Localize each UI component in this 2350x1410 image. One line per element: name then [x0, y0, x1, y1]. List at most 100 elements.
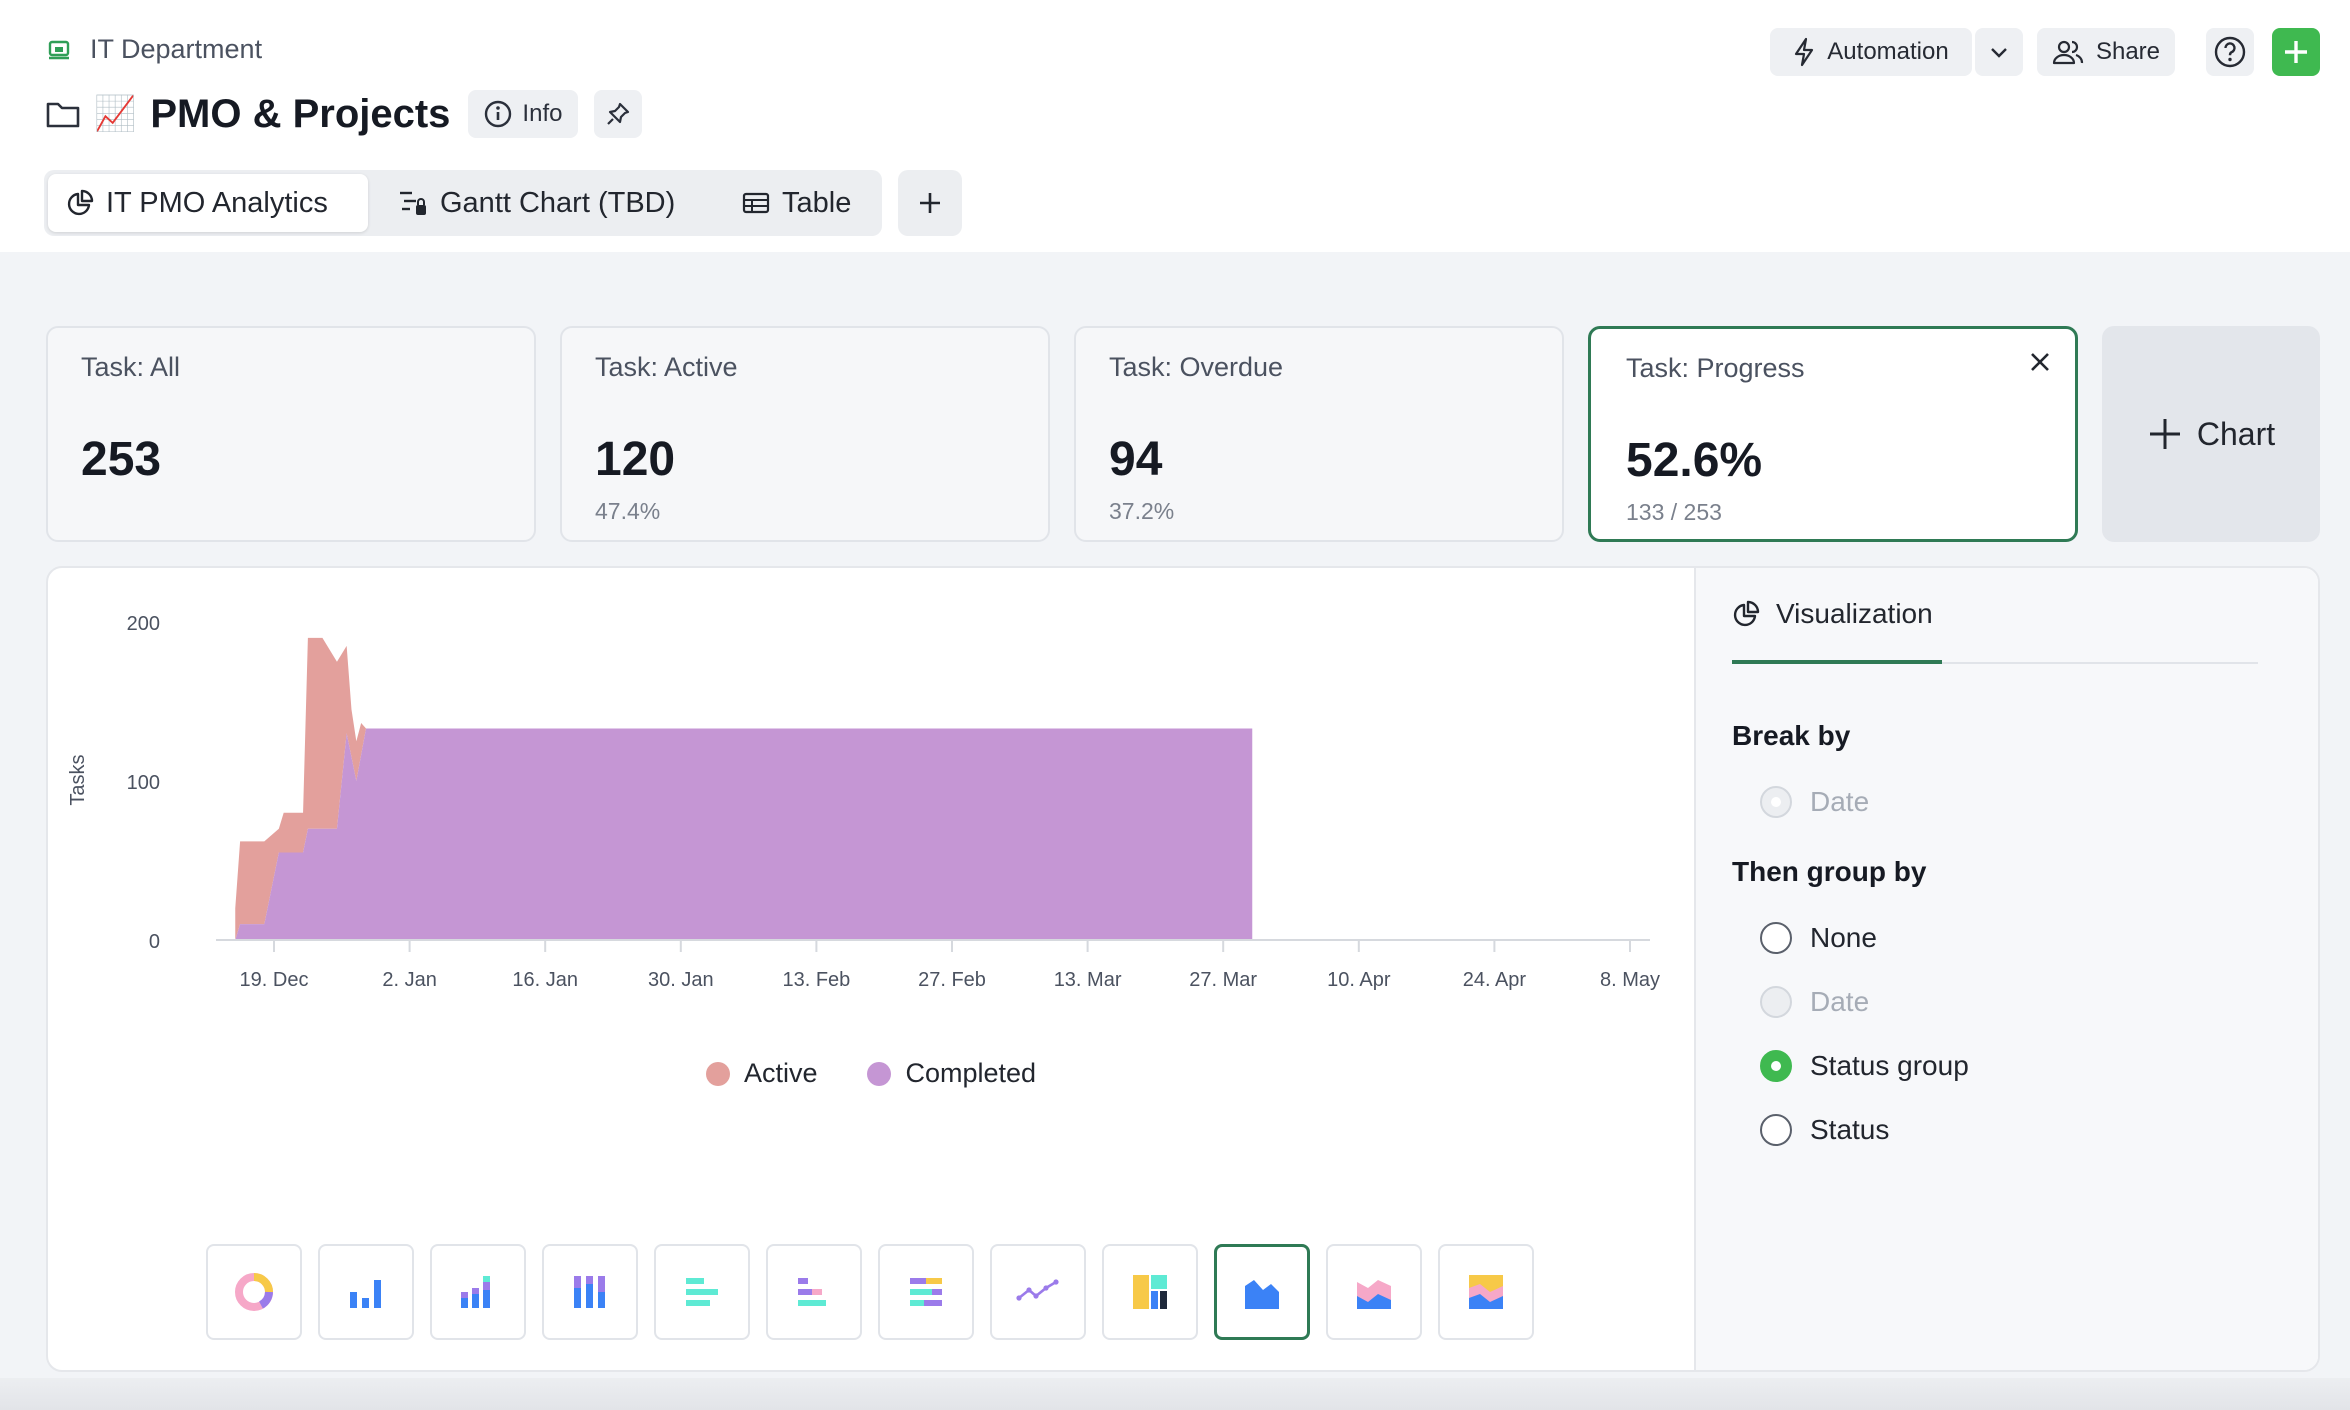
share-label: Share	[2095, 38, 2161, 65]
card-label: Task: Active	[595, 352, 738, 382]
group-by-option-date: Date	[1760, 986, 1869, 1018]
card-value: 120	[595, 433, 676, 486]
folder-icon	[46, 102, 80, 128]
stacked-bar-chart-icon	[461, 1276, 490, 1308]
chart-type-full-stacked-area[interactable]	[1438, 1244, 1534, 1340]
chart-type-treemap[interactable]	[1102, 1244, 1198, 1340]
share-button[interactable]: Share	[2037, 28, 2175, 76]
chart-type-donut[interactable]	[206, 1244, 302, 1340]
radio-button-selected[interactable]	[1760, 1050, 1792, 1082]
automation-button[interactable]: Automation	[1770, 28, 1972, 76]
add-view-button[interactable]	[898, 170, 962, 236]
completed-series-area	[235, 728, 1253, 940]
x-tick-label: 27. Mar	[1189, 969, 1257, 991]
stat-card-task-overdue[interactable]: Task: Overdue 94 37.2%	[1074, 326, 1564, 542]
chart-type-stacked-area[interactable]	[1326, 1244, 1422, 1340]
chart-type-stacked-bar[interactable]	[430, 1244, 526, 1340]
option-label: Status group	[1810, 1050, 1969, 1081]
x-tick-label: 13. Feb	[782, 969, 850, 991]
x-tick-label: 27. Feb	[918, 969, 986, 991]
legend-swatch	[705, 1061, 730, 1086]
workspace-name[interactable]: IT Department	[90, 34, 263, 64]
chart-type-line[interactable]	[990, 1244, 1086, 1340]
stat-card-task-active[interactable]: Task: Active 120 47.4%	[560, 326, 1050, 542]
chart-type-horizontal-full-stacked-bar[interactable]	[878, 1244, 974, 1340]
stat-card-task-progress[interactable]: Task: Progress 52.6% 133 / 253	[1588, 326, 2078, 542]
option-label: Date	[1810, 986, 1870, 1017]
card-subvalue: 47.4%	[595, 498, 661, 524]
page-title[interactable]: PMO & Projects	[150, 91, 451, 136]
tab-label: Visualization	[1776, 598, 1933, 629]
close-icon[interactable]	[2027, 349, 2053, 375]
pin-button[interactable]	[594, 90, 643, 138]
legend-label: Completed	[905, 1058, 1037, 1088]
help-button[interactable]	[2206, 28, 2254, 76]
horizontal-bar-chart-icon	[686, 1278, 718, 1306]
tab-gantt-chart[interactable]: Gantt Chart (TBD)	[380, 174, 693, 232]
group-by-option-status-group[interactable]: Status group	[1760, 1050, 1969, 1082]
pie-chart-icon	[67, 189, 94, 216]
top-header: IT Department 📈 PMO & Projects Info IT P…	[0, 0, 2350, 252]
legend-label: Active	[743, 1058, 818, 1088]
option-label: Status	[1810, 1114, 1890, 1145]
chart-type-full-stacked-bar[interactable]	[542, 1244, 638, 1340]
option-label: Date	[1810, 786, 1870, 817]
x-tick-label: 16. Jan	[512, 969, 578, 991]
chart-type-horizontal-bar[interactable]	[654, 1244, 750, 1340]
tab-table[interactable]: Table	[724, 174, 869, 232]
plus-icon	[2149, 419, 2180, 449]
bottom-scroll-shadow	[0, 1378, 2350, 1410]
automation-dropdown-button[interactable]	[1975, 28, 2023, 76]
group-by-option-status[interactable]: Status	[1760, 1114, 1889, 1146]
chart-panel: 0 100 200 Tasks 19. Dec 2. Jan 16. Jan 30. Jan 1…	[46, 566, 2320, 1372]
view-tabs: IT PMO Analytics Gantt Chart (TBD) Table	[44, 170, 882, 236]
group-by-option-none[interactable]: None	[1760, 922, 1877, 954]
y-tick-label: 0	[149, 931, 160, 953]
users-icon	[2052, 40, 2084, 65]
chart-legend: Active Completed	[48, 1058, 1694, 1089]
break-by-option-date: Date	[1760, 786, 1869, 818]
card-value: 94	[1109, 433, 1163, 486]
chevron-down-icon	[1991, 48, 2007, 58]
divider	[1732, 662, 2258, 664]
group-by-heading: Then group by	[1732, 856, 1927, 887]
chart-type-bar[interactable]	[318, 1244, 414, 1340]
area-chart: 0 100 200 Tasks 19. Dec 2. Jan 16. Jan 30. Jan 1…	[67, 613, 1660, 991]
active-tab-indicator	[1732, 660, 1942, 664]
stat-card-task-all[interactable]: Task: All 253	[46, 326, 536, 542]
add-chart-label: Chart	[2196, 415, 2276, 452]
help-icon	[2214, 36, 2246, 68]
radio-button[interactable]	[1760, 922, 1792, 954]
chart-type-picker	[206, 1244, 1534, 1340]
chart-type-horizontal-stacked-bar[interactable]	[766, 1244, 862, 1340]
visualization-sidebar: Visualization Break by Date Then group b…	[1694, 568, 2318, 1370]
area-chart-icon	[1245, 1280, 1279, 1309]
lightning-icon	[1795, 37, 1814, 67]
info-icon	[485, 100, 512, 128]
active-series-area	[235, 637, 1253, 940]
legend-item-active[interactable]: Active	[705, 1058, 818, 1089]
treemap-chart-icon	[1133, 1275, 1167, 1309]
legend-item-completed[interactable]: Completed	[867, 1058, 1036, 1089]
full-stacked-area-chart-icon	[1469, 1275, 1503, 1309]
page-emoji: 📈	[94, 94, 137, 134]
x-tick-label: 10. Apr	[1327, 969, 1391, 991]
add-chart-button[interactable]: Chart	[2102, 326, 2320, 542]
radio-button	[1760, 986, 1792, 1018]
workspace-icon	[48, 40, 70, 59]
table-icon	[742, 192, 770, 214]
horizontal-full-stacked-bar-chart-icon	[910, 1278, 942, 1306]
x-tick-label: 30. Jan	[648, 969, 714, 991]
tab-visualization[interactable]: Visualization	[1732, 598, 1933, 630]
card-label: Task: Progress	[1626, 353, 1805, 383]
chart-type-area[interactable]	[1214, 1244, 1310, 1340]
x-tick-label: 8. May	[1600, 969, 1660, 991]
radio-button[interactable]	[1760, 1114, 1792, 1146]
donut-chart-icon	[235, 1273, 273, 1311]
stacked-area-chart-icon	[1357, 1280, 1391, 1309]
breadcrumb[interactable]: IT Department	[48, 34, 262, 65]
create-button[interactable]	[2272, 28, 2320, 76]
tab-it-pmo-analytics[interactable]: IT PMO Analytics	[48, 174, 368, 232]
pin-icon	[607, 102, 630, 125]
info-button[interactable]: Info	[468, 90, 579, 138]
